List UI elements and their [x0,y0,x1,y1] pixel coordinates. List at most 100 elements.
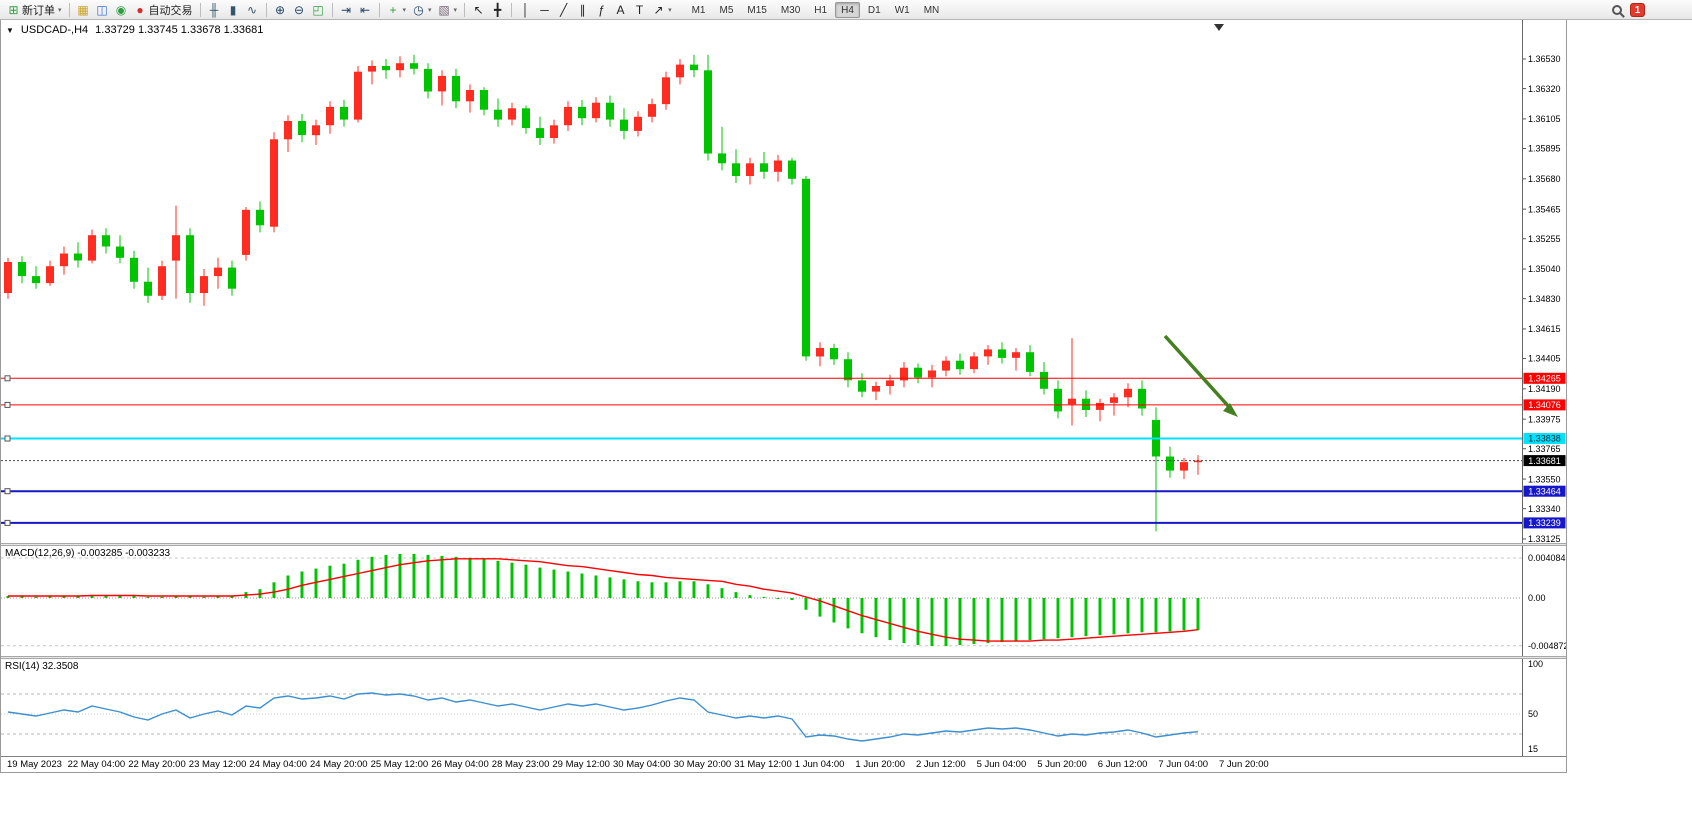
candles-layer [4,54,1202,532]
auto-scroll-button[interactable]: ⇥ [337,1,356,19]
macd-histogram-bar [608,577,612,598]
dropdown-arrow-icon[interactable]: ▾ [668,6,672,14]
resistance-line-1-handle[interactable] [4,375,11,382]
zoom-in-button[interactable]: ⊕ [271,1,290,19]
macd-histogram-bar [944,598,948,646]
one-click-trading-toggle[interactable]: ▼ [6,25,14,35]
price-axis-label: 1.33975 [1528,414,1561,424]
templates-button[interactable]: ▧ ▾ [435,1,461,19]
timeframe-mn[interactable]: MN [923,4,940,16]
macd-histogram-bar [1140,598,1144,633]
notification-badge[interactable]: 1 [1630,3,1645,17]
candle-body [60,253,68,267]
rsi-axis-label: 50 [1528,709,1538,719]
time-axis-label: 7 Jun 20:00 [1219,759,1269,770]
horizontal-line-icon: ─ [540,2,549,17]
time-axis-label: 24 May 20:00 [310,759,368,770]
timeframe-m15[interactable]: M15 [747,4,767,16]
down-trend-arrow-head[interactable] [1223,403,1238,417]
zoom-out-button[interactable]: ⊖ [290,1,309,19]
label-button[interactable]: T [630,1,649,19]
toolbar-separator [378,2,380,17]
candle-body [144,281,152,296]
horizontal-line-button[interactable]: ─ [535,1,554,19]
macd-histogram-bar [328,565,332,598]
rsi-indicator-label: RSI(14) 32.3508 [5,661,79,672]
crosshair-button[interactable]: ╋ [488,1,507,19]
dropdown-arrow-icon[interactable]: ▾ [453,6,458,14]
time-axis[interactable]: 19 May 2023 22 May 04:00 22 May 20:00 23 Ma… [1,756,1566,772]
autotrading-icon: ● [136,2,144,17]
candle-body [4,262,12,293]
vertical-line-button[interactable]: │ [516,1,535,19]
macd-histogram-bar [664,582,668,598]
resistance-line-2-handle[interactable] [4,401,11,408]
timeframe-m30[interactable]: M30 [780,4,801,16]
price-axis-label: 1.36105 [1528,114,1561,124]
main-price-chart[interactable]: 1.34265 1.34076 1.33838 1.33464 1.33239 1.336… [1,20,1566,543]
arrows-button[interactable]: ↗ ▾ [649,1,675,19]
timeframe-w1[interactable]: W1 [894,4,910,16]
periods-button[interactable]: ◷ ▾ [409,1,435,19]
market-watch-button[interactable]: ◉ [112,1,131,19]
new-order-button[interactable]: ⊞ 新订单 ▾ [4,1,65,19]
macd-histogram-bar [972,598,976,645]
candle-body [1166,456,1174,471]
line-chart-type-button[interactable]: ∿ [243,1,262,19]
macd-histogram-bar [594,575,598,598]
chart-shift-button[interactable]: ⇤ [356,1,375,19]
macd-histogram-bar [6,596,10,598]
toolbar-separator [511,2,513,17]
text-button[interactable]: A [611,1,630,19]
indicators-button[interactable]: + ▾ [384,1,410,19]
macd-histogram-bar [1014,598,1018,642]
new-chart-button[interactable]: ▦ [74,1,93,19]
candles-chart-type-button[interactable]: ▮ [224,1,243,19]
profiles-button[interactable]: ◫ [93,1,112,19]
time-axis-label: 25 May 12:00 [370,759,429,770]
candle-body [844,359,852,381]
candle-body [200,276,208,293]
macd-histogram-bar [636,581,640,598]
dropdown-arrow-icon[interactable]: ▾ [402,6,407,14]
support-line-cyan-handle[interactable] [4,435,11,442]
candle-body [172,235,180,261]
candle-body [830,348,838,360]
candle-body [480,90,488,110]
tile-windows-button[interactable]: ◰ [309,1,328,19]
support-line-blue-1-handle[interactable] [4,488,11,495]
support-line-cyan-price-label: 1.33838 [1528,434,1561,444]
cursor-button[interactable]: ↖ [469,1,488,19]
candle-body [956,360,964,370]
support-line-blue-2-handle[interactable] [4,519,11,526]
macd-panel[interactable]: 0.004084 0.00 -0.004872 [1,546,1566,656]
panel-splitter-macd[interactable] [1,543,1566,546]
macd-histogram-bar [356,559,360,598]
timeframe-m5[interactable]: M5 [719,4,734,16]
candle-body [326,106,334,126]
timeframe-d1[interactable]: D1 [867,4,881,16]
candle-body [256,209,264,226]
trendline-button[interactable]: ╱ [554,1,573,19]
down-trend-arrow[interactable] [1163,334,1232,410]
rsi-panel[interactable]: 100 50 15 [1,659,1566,756]
panel-splitter-rsi[interactable] [1,656,1566,659]
macd-histogram-bar [1000,598,1004,643]
candle-body [284,121,292,140]
autotrading-button[interactable]: ● 自动交易 [131,1,196,19]
macd-histogram-bar [412,553,416,598]
candle-body [746,163,754,176]
dropdown-arrow-icon[interactable]: ▾ [428,6,432,14]
timeframe-h4[interactable]: H4 [835,1,860,18]
fibonacci-button[interactable]: ƒ [592,1,611,19]
bars-chart-type-button[interactable]: ╫ [205,1,224,19]
rsi-axis-label: 100 [1528,659,1543,669]
candle-body [312,125,320,136]
macd-histogram-bar [454,556,458,598]
timeframe-m1[interactable]: M1 [691,4,706,16]
macd-histogram-bar [958,598,962,645]
channel-button[interactable]: ∥ [573,1,592,19]
timeframe-h1[interactable]: H1 [814,4,828,16]
dropdown-arrow-icon[interactable]: ▾ [58,6,62,14]
search-icon[interactable] [1612,5,1622,15]
